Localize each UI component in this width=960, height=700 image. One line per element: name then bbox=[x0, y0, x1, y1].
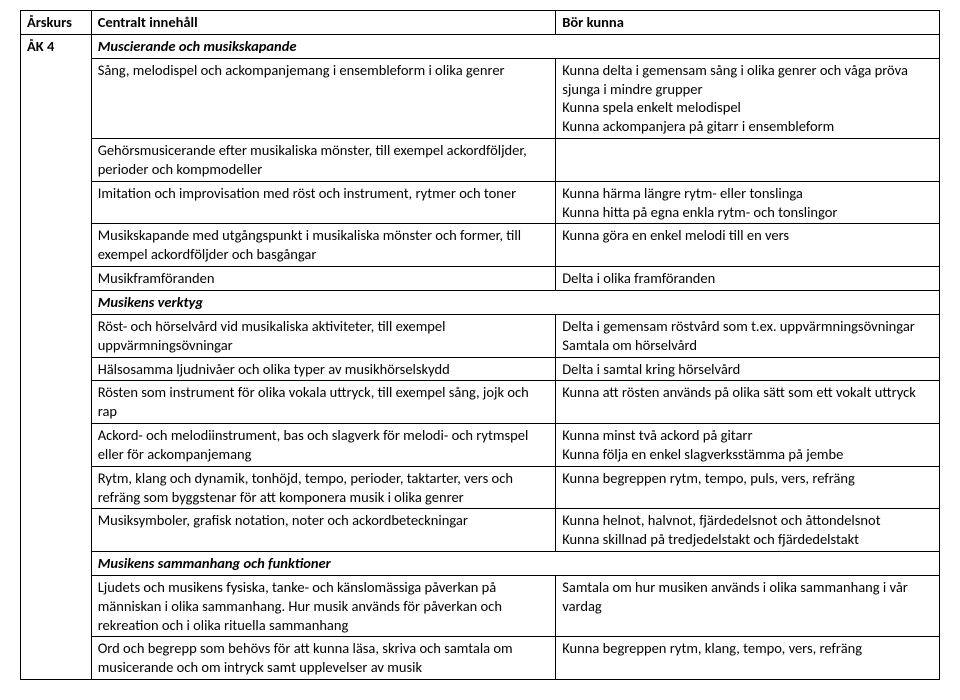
table-row: Ackord- och melodiinstrument, bas och sl… bbox=[21, 424, 940, 467]
outcome-cell: Delta i olika framföranden bbox=[556, 267, 940, 291]
outcome-cell: Kunna minst två ackord på gitarrKunna fö… bbox=[556, 424, 940, 467]
content-cell: Rösten som instrument för olika vokala u… bbox=[91, 381, 556, 424]
content-cell: Sång, melodispel och ackompanjemang i en… bbox=[91, 58, 556, 138]
grade-cell: ÅK 4 bbox=[21, 34, 92, 679]
table-row: Röst- och hörselvård vid musikaliska akt… bbox=[21, 314, 940, 357]
content-cell: Ord och begrepp som behövs för att kunna… bbox=[91, 637, 556, 680]
table-row: Sång, melodispel och ackompanjemang i en… bbox=[21, 58, 940, 138]
page: Årskurs Centralt innehåll Bör kunna ÅK 4… bbox=[0, 0, 960, 700]
table-row: Gehörsmusicerande efter musikaliska möns… bbox=[21, 139, 940, 182]
table-row: Rytm, klang och dynamik, tonhöjd, tempo,… bbox=[21, 466, 940, 509]
table-row: Imitation och improvisation med röst och… bbox=[21, 181, 940, 224]
header-col2: Centralt innehåll bbox=[91, 11, 556, 35]
table-row: Musikframföranden Delta i olika framföra… bbox=[21, 267, 940, 291]
table-row: Musiksymboler, grafisk notation, noter o… bbox=[21, 509, 940, 552]
content-cell: Ljudets och musikens fysiska, tanke- och… bbox=[91, 575, 556, 637]
outcome-cell bbox=[556, 139, 940, 182]
outcome-cell: Kunna att rösten används på olika sätt s… bbox=[556, 381, 940, 424]
content-cell: Musiksymboler, grafisk notation, noter o… bbox=[91, 509, 556, 552]
outcome-cell: Samtala om hur musiken används i olika s… bbox=[556, 575, 940, 637]
content-cell: Musikskapande med utgångspunkt i musikal… bbox=[91, 224, 556, 267]
section-heading: Musikens sammanhang och funktioner bbox=[91, 552, 939, 576]
table-row: Hälsosamma ljudnivåer och olika typer av… bbox=[21, 357, 940, 381]
table-row: Musikskapande med utgångspunkt i musikal… bbox=[21, 224, 940, 267]
table-row: Rösten som instrument för olika vokala u… bbox=[21, 381, 940, 424]
content-cell: Imitation och improvisation med röst och… bbox=[91, 181, 556, 224]
content-cell: Hälsosamma ljudnivåer och olika typer av… bbox=[91, 357, 556, 381]
table-row: ÅK 4 Muscierande och musikskapande bbox=[21, 34, 940, 58]
content-cell: Röst- och hörselvård vid musikaliska akt… bbox=[91, 314, 556, 357]
table-row: Ljudets och musikens fysiska, tanke- och… bbox=[21, 575, 940, 637]
content-cell: Gehörsmusicerande efter musikaliska möns… bbox=[91, 139, 556, 182]
outcome-cell: Kunna härma längre rytm- eller tonslinga… bbox=[556, 181, 940, 224]
outcome-cell: Kunna helnot, halvnot, fjärdedelsnot och… bbox=[556, 509, 940, 552]
table-row: Musikens verktyg bbox=[21, 290, 940, 314]
outcome-cell: Kunna delta i gemensam sång i olika genr… bbox=[556, 58, 940, 138]
outcome-cell: Kunna begreppen rytm, tempo, puls, vers,… bbox=[556, 466, 940, 509]
table-row: Musikens sammanhang och funktioner bbox=[21, 552, 940, 576]
outcome-cell: Kunna göra en enkel melodi till en vers bbox=[556, 224, 940, 267]
header-row: Årskurs Centralt innehåll Bör kunna bbox=[21, 11, 940, 35]
outcome-cell: Kunna begreppen rytm, klang, tempo, vers… bbox=[556, 637, 940, 680]
curriculum-table: Årskurs Centralt innehåll Bör kunna ÅK 4… bbox=[20, 10, 940, 680]
section-heading: Musikens verktyg bbox=[91, 290, 939, 314]
header-col1: Årskurs bbox=[21, 11, 92, 35]
table-row: Ord och begrepp som behövs för att kunna… bbox=[21, 637, 940, 680]
header-col3: Bör kunna bbox=[556, 11, 940, 35]
content-cell: Ackord- och melodiinstrument, bas och sl… bbox=[91, 424, 556, 467]
outcome-cell: Delta i gemensam röstvård som t.ex. uppv… bbox=[556, 314, 940, 357]
outcome-cell: Delta i samtal kring hörselvård bbox=[556, 357, 940, 381]
content-cell: Musikframföranden bbox=[91, 267, 556, 291]
section-heading: Muscierande och musikskapande bbox=[91, 34, 939, 58]
content-cell: Rytm, klang och dynamik, tonhöjd, tempo,… bbox=[91, 466, 556, 509]
